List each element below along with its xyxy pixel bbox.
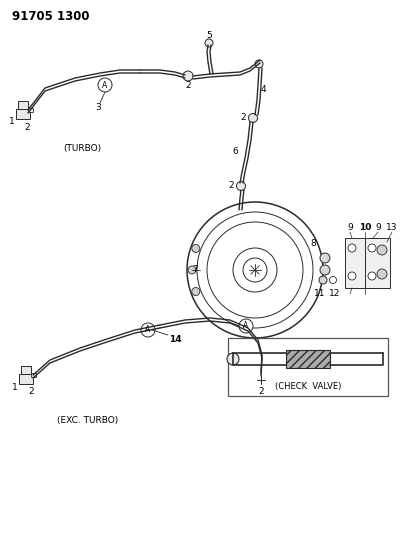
Text: 8: 8 xyxy=(310,238,316,247)
Circle shape xyxy=(141,323,155,337)
Circle shape xyxy=(192,245,200,253)
Bar xyxy=(28,108,33,112)
Text: 13: 13 xyxy=(386,223,398,232)
Text: A: A xyxy=(145,326,151,335)
Circle shape xyxy=(377,245,387,255)
Circle shape xyxy=(254,373,268,387)
Text: 2: 2 xyxy=(240,114,246,123)
Circle shape xyxy=(368,244,376,252)
Text: 4: 4 xyxy=(260,85,266,94)
Bar xyxy=(31,373,36,377)
Circle shape xyxy=(320,253,330,263)
Text: 2: 2 xyxy=(228,182,234,190)
Circle shape xyxy=(227,353,239,365)
Text: 3: 3 xyxy=(95,103,101,112)
Circle shape xyxy=(255,60,263,68)
Bar xyxy=(345,238,375,288)
Text: 91705 1300: 91705 1300 xyxy=(12,10,89,22)
Circle shape xyxy=(188,266,196,274)
Circle shape xyxy=(192,287,200,295)
Circle shape xyxy=(239,319,253,333)
Circle shape xyxy=(368,272,376,280)
Circle shape xyxy=(98,78,112,92)
Text: 11: 11 xyxy=(314,288,326,297)
Text: 2: 2 xyxy=(24,123,30,132)
Text: 10: 10 xyxy=(359,223,371,232)
Text: 9: 9 xyxy=(375,223,381,232)
Text: (CHECK  VALVE): (CHECK VALVE) xyxy=(275,382,341,391)
Bar xyxy=(19,374,33,384)
Text: 9: 9 xyxy=(347,223,353,232)
Circle shape xyxy=(237,182,245,190)
Text: 7: 7 xyxy=(192,265,198,274)
Circle shape xyxy=(319,276,327,284)
Circle shape xyxy=(205,39,213,47)
Circle shape xyxy=(249,114,258,123)
Circle shape xyxy=(348,244,356,252)
Text: 5: 5 xyxy=(206,30,212,39)
Text: 12: 12 xyxy=(329,288,341,297)
Text: 1: 1 xyxy=(9,117,15,125)
Bar xyxy=(21,366,31,374)
Text: 2: 2 xyxy=(185,82,191,91)
Text: 6: 6 xyxy=(232,148,238,157)
Text: 1: 1 xyxy=(12,384,18,392)
Bar xyxy=(16,109,30,119)
Bar xyxy=(228,338,388,396)
Circle shape xyxy=(348,272,356,280)
Circle shape xyxy=(320,265,330,275)
Text: A: A xyxy=(243,321,249,330)
Text: (EXC. TURBO): (EXC. TURBO) xyxy=(57,416,118,424)
Circle shape xyxy=(183,71,193,81)
Text: A: A xyxy=(102,80,108,90)
Bar xyxy=(365,238,390,288)
Text: 14: 14 xyxy=(169,335,181,344)
Bar xyxy=(286,350,330,368)
Text: 2: 2 xyxy=(258,387,264,397)
Circle shape xyxy=(377,269,387,279)
Bar xyxy=(18,101,28,109)
Text: (TURBO): (TURBO) xyxy=(63,143,101,152)
Text: 2: 2 xyxy=(28,387,34,397)
